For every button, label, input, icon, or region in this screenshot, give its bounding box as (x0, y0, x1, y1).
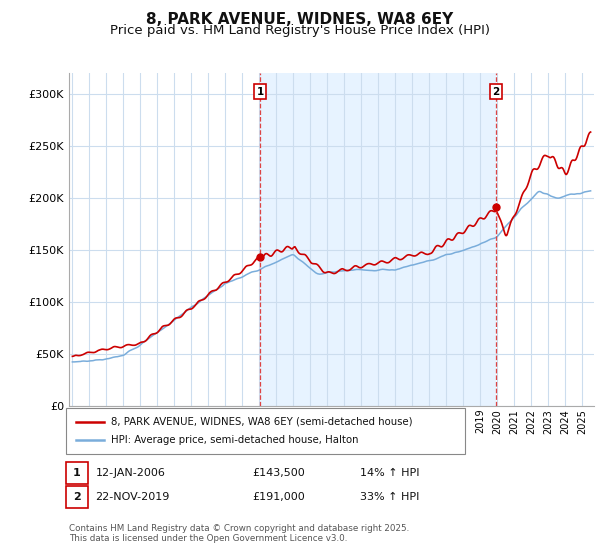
Text: 1: 1 (73, 468, 80, 478)
Text: Contains HM Land Registry data © Crown copyright and database right 2025.
This d: Contains HM Land Registry data © Crown c… (69, 524, 409, 543)
Text: 2: 2 (73, 492, 80, 502)
Text: 8, PARK AVENUE, WIDNES, WA8 6EY (semi-detached house): 8, PARK AVENUE, WIDNES, WA8 6EY (semi-de… (111, 417, 413, 427)
Text: HPI: Average price, semi-detached house, Halton: HPI: Average price, semi-detached house,… (111, 435, 359, 445)
Text: 12-JAN-2006: 12-JAN-2006 (95, 468, 165, 478)
Bar (260, 73, 496, 406)
Text: £191,000: £191,000 (252, 492, 305, 502)
Text: 22-NOV-2019: 22-NOV-2019 (95, 492, 170, 502)
Text: 14% ↑ HPI: 14% ↑ HPI (360, 468, 419, 478)
Text: Price paid vs. HM Land Registry's House Price Index (HPI): Price paid vs. HM Land Registry's House … (110, 24, 490, 36)
Text: 1: 1 (256, 87, 263, 96)
Text: 2: 2 (492, 87, 499, 96)
Text: 8, PARK AVENUE, WIDNES, WA8 6EY: 8, PARK AVENUE, WIDNES, WA8 6EY (146, 12, 454, 27)
Text: 33% ↑ HPI: 33% ↑ HPI (360, 492, 419, 502)
Text: £143,500: £143,500 (252, 468, 305, 478)
